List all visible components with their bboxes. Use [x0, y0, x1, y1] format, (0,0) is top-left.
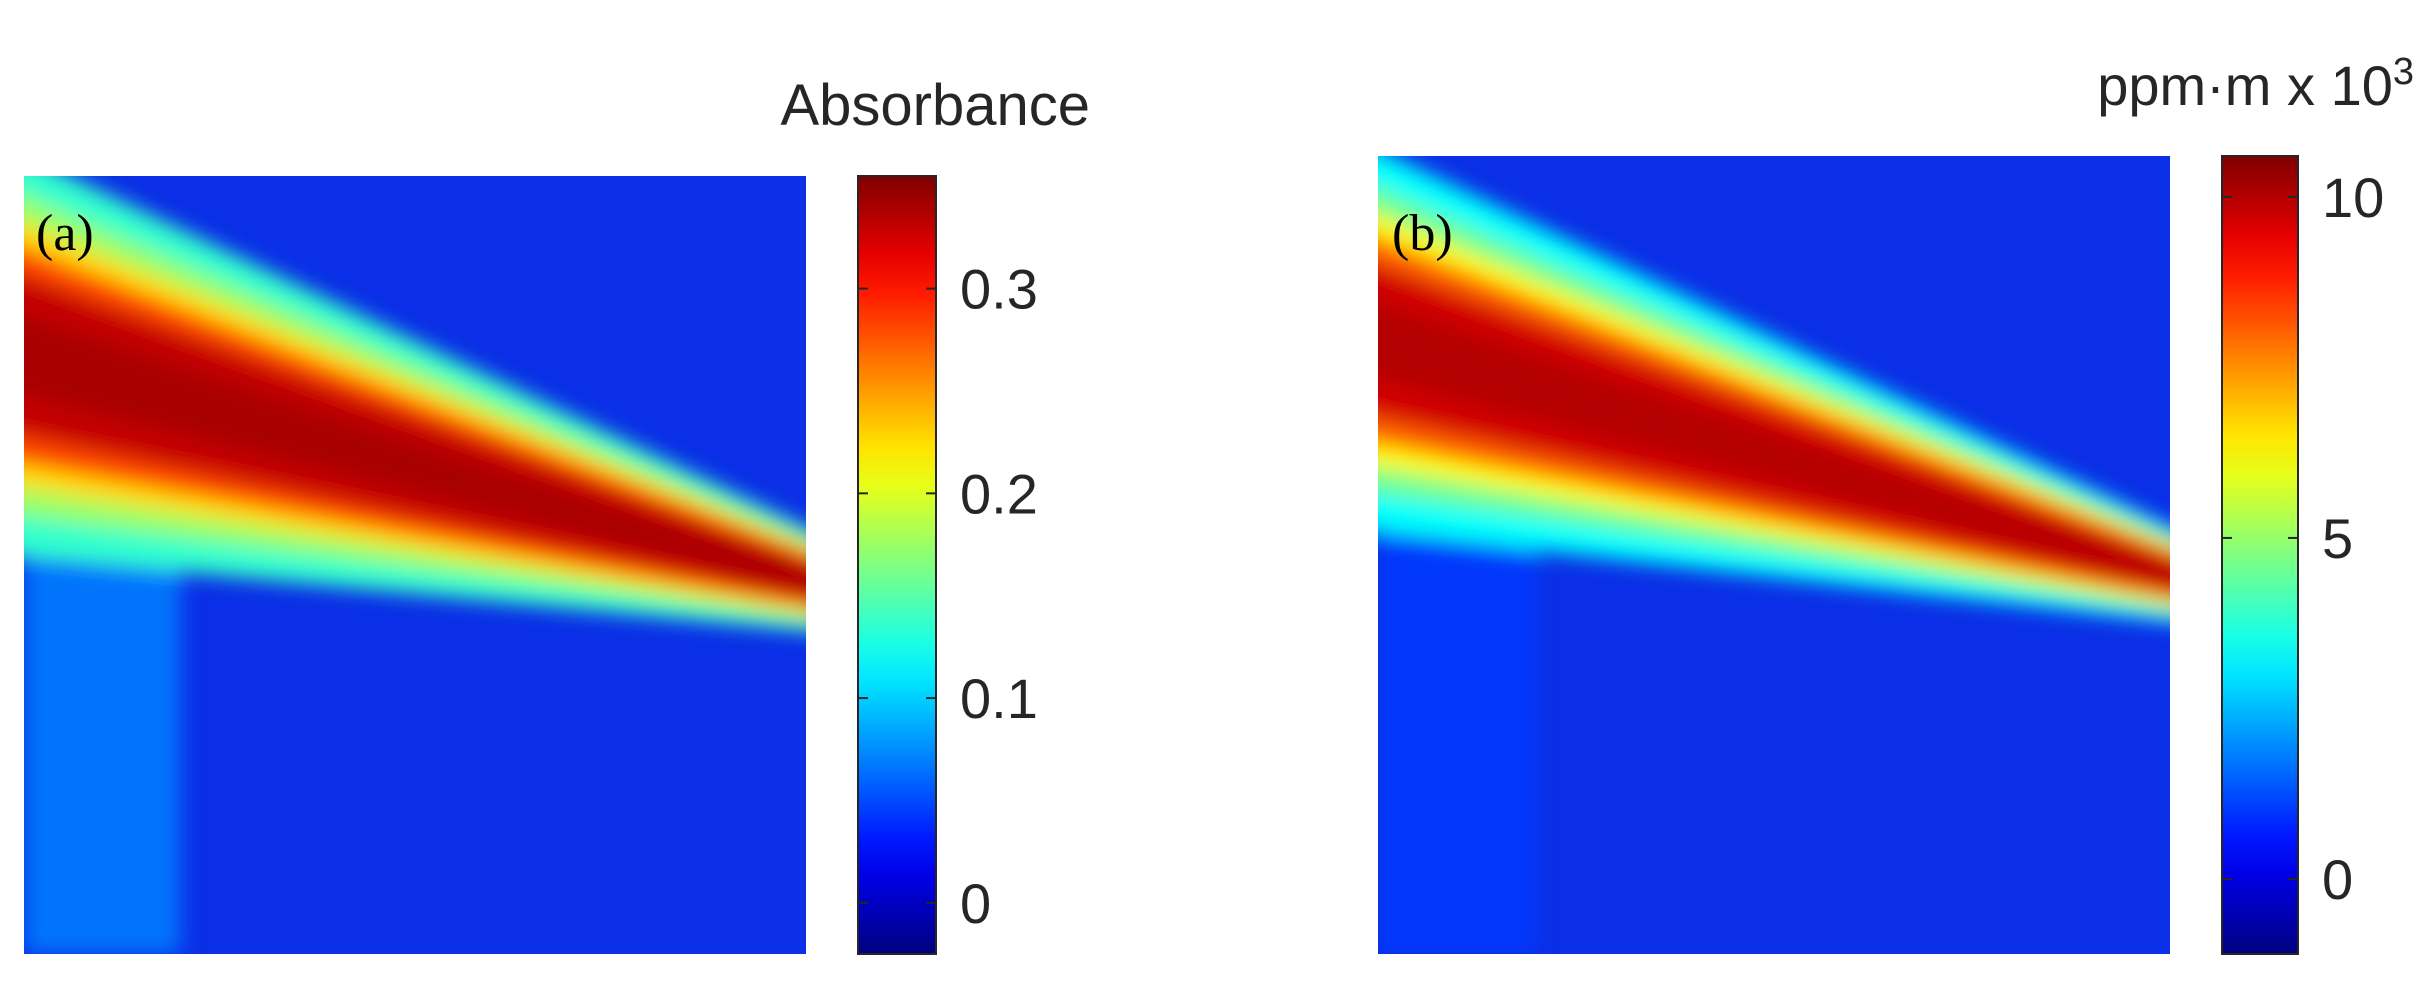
colorbar-a-tick-label: 0: [960, 872, 991, 935]
colorbar-b-ticks: 0 5 10: [2222, 166, 2384, 911]
plume-b-band-core: [1378, 302, 2170, 584]
colorbar-b-title-main: ppm·m x 10: [2097, 54, 2393, 117]
colorbar-b-title: ppm·m x 103: [2097, 51, 2414, 117]
colorbar-b-tick-label: 0: [2322, 848, 2353, 911]
colorbar-b-tick-label: 10: [2322, 166, 2384, 229]
colorbar-a: 0 0.1 0.2 0.3 Absorbance: [780, 73, 1090, 955]
heatmap-a: [24, 176, 806, 954]
panel-a: (a) 0 0.1 0.2 0.3 Absorbance: [24, 73, 1090, 955]
colorbar-a-title: Absorbance: [780, 73, 1090, 138]
colorbar-b-tick-label: 5: [2322, 507, 2353, 570]
plume-a-band-core: [24, 315, 806, 590]
colorbar-b: 0 5 10 ppm·m x 103: [2097, 51, 2414, 955]
panel-b: (b) 0 5 10 ppm·m x 103: [1378, 51, 2414, 955]
panel-label-a: (a): [36, 205, 94, 262]
colorbar-a-bar: [857, 175, 937, 955]
plume-a: [24, 176, 806, 954]
colorbar-a-tick-label: 0.1: [960, 667, 1038, 730]
colorbar-a-ticks: 0 0.1 0.2 0.3: [858, 258, 1038, 935]
colorbar-b-title-exponent: 3: [2393, 51, 2414, 93]
colorbar-a-tick-label: 0.2: [960, 462, 1038, 525]
heatmap-b: [1378, 156, 2170, 954]
colorbar-b-bar: [2221, 155, 2299, 955]
panel-label-b: (b): [1392, 205, 1453, 262]
plume-b: [1378, 156, 2170, 954]
colorbar-a-tick-label: 0.3: [960, 258, 1038, 321]
